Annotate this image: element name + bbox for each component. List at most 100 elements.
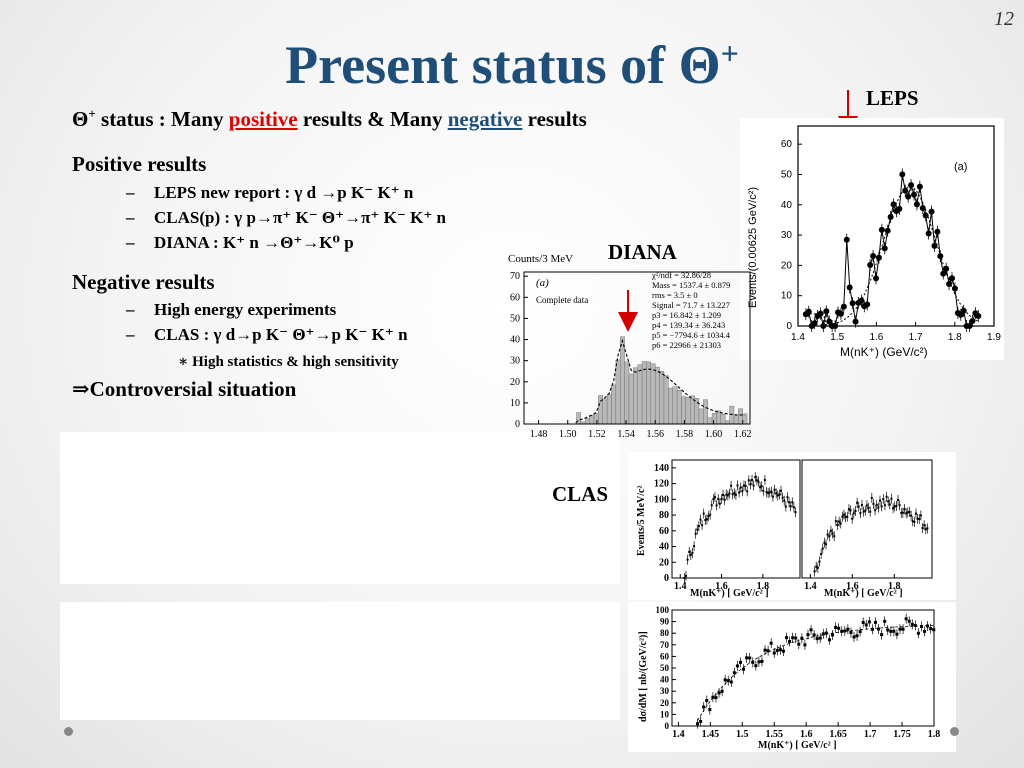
clas-top-point	[911, 520, 914, 523]
blank-box-bottom	[60, 602, 620, 720]
clas-bottom-panel: 1.4 1.45 1.5 1.55 1.6 1.65 1.7 1.75 1.8 0 10 20 30 40…	[628, 602, 956, 752]
clas-bottom-point	[929, 627, 933, 631]
clas-bottom-point	[705, 699, 709, 703]
diana-bar	[611, 384, 617, 425]
clas-top-point	[825, 543, 828, 546]
diana-frame	[523, 271, 751, 425]
clas-top-point	[705, 518, 708, 521]
leps-point	[832, 323, 839, 329]
clas-top-point	[691, 551, 694, 554]
leps-point	[887, 214, 894, 221]
conclusion: ⇒Controversial situation	[72, 377, 297, 401]
clas-bottom-point	[846, 627, 850, 631]
clas-top-panel: 1.4 1.6 1.8 0 20 40 60 80 100 120 140 1.4 1.6 1.8 M(n…	[628, 452, 956, 600]
clas-top-point	[867, 506, 870, 509]
leps-xtick-label: 1.5	[830, 332, 844, 343]
clas-top-point	[815, 565, 818, 568]
diana-plot: Counts/3 MeV 1.48 1.50 1.52 1.54 1.56 1.58 1.6…	[508, 253, 752, 440]
diana-xtick-label: 1.62	[734, 429, 752, 440]
clas-bottom-point	[919, 624, 923, 628]
clas-bottom-point	[910, 622, 914, 626]
leps-point	[922, 212, 929, 219]
leps-ytick-label: 50	[781, 169, 793, 180]
clas-bottom-point	[932, 628, 936, 632]
negative-item-high-energy: – High energy experiments	[126, 300, 337, 319]
leps-point	[873, 275, 880, 282]
clas-top-point	[791, 501, 794, 504]
clas-top-point	[849, 509, 852, 512]
clas-top-point	[771, 495, 774, 498]
clas-top-point	[862, 510, 865, 513]
clas-top-point	[914, 512, 917, 515]
leps-point	[928, 208, 935, 215]
leps-fit-line	[805, 186, 979, 326]
clas-top-point	[762, 489, 765, 492]
clas-top-point	[836, 523, 839, 526]
clas-top-point	[744, 484, 747, 487]
leps-plot: 1.4 1.5 1.6 1.7 1.8 1.9 0 10 20 30 40 50 60 (a) M(nK…	[747, 125, 1001, 359]
clas-bottom-point	[735, 664, 739, 668]
clas-bottom-point	[827, 638, 831, 642]
clas-bottom-xtick-label: 1.4	[672, 729, 685, 740]
clas-bottom-ylabel: dσ/dM [ nb/(GeV/c²)]	[638, 631, 649, 722]
clas-top-point	[738, 491, 741, 494]
clas-bottom-ytick-label: 50	[660, 663, 670, 673]
clas-top-point	[747, 479, 750, 482]
clas-bottom-point	[754, 664, 758, 668]
clas-top-point	[893, 505, 896, 508]
clas-top-ytick-label: 120	[654, 479, 669, 490]
clas-top-point	[781, 496, 784, 499]
clas-top-point	[926, 527, 929, 530]
clas-top-point	[918, 517, 921, 520]
clas-top-point	[896, 498, 899, 501]
clas-top-point	[869, 510, 872, 513]
diana-bar	[729, 405, 735, 425]
clas-top-ylabel: Events/5 MeV/c²	[636, 486, 647, 556]
clas-bottom-point	[791, 636, 795, 640]
clas-top-point	[741, 490, 744, 493]
negative-subitem: ∗ High statistics & high sensitivity	[178, 354, 399, 370]
clas-bottom-point	[745, 656, 749, 660]
diana-bar	[703, 399, 708, 425]
clas-top-point	[683, 577, 686, 579]
diana-bar	[672, 386, 678, 425]
diana-bar	[720, 413, 726, 425]
slide-title: Present status of Θ+	[285, 35, 739, 95]
leps-point	[960, 307, 967, 314]
clas-top-point	[699, 518, 702, 521]
leps-xtick-label: 1.4	[791, 332, 805, 343]
clas-top-point	[728, 492, 731, 495]
clas-bottom-point	[788, 639, 792, 643]
clas-top-point	[783, 499, 786, 502]
leps-xtick-label: 1.7	[909, 332, 923, 343]
clas-bottom-point	[831, 633, 835, 637]
clas-top-point	[752, 484, 755, 487]
leps-point	[931, 242, 938, 249]
clas-top-xlabel-right: M(nK⁺) [ GeV/c² ]	[824, 588, 903, 599]
clas-top-point	[710, 504, 713, 507]
clas-top-point	[734, 493, 737, 496]
leps-point	[899, 171, 906, 178]
clas-top-point	[892, 507, 895, 510]
diana-bar	[738, 408, 743, 425]
diana-bar	[663, 375, 669, 425]
blank-box-top	[60, 432, 620, 584]
clas-top-point	[742, 484, 745, 487]
leps-point	[875, 254, 882, 261]
clas-top-point	[773, 488, 776, 491]
diana-bar	[628, 373, 634, 425]
diana-fit-param: Mass = 1537.4 ± 0.879	[652, 280, 730, 290]
diana-bar	[655, 366, 660, 425]
clas-top-xtick-label: 1.6	[715, 581, 728, 592]
leps-point	[820, 323, 827, 329]
clas-bottom-point	[729, 680, 733, 684]
clas-top-point	[857, 505, 860, 508]
clas-bottom-point	[803, 643, 807, 647]
clas-top-point	[768, 491, 771, 494]
clas-bottom-point	[757, 660, 761, 664]
clas-bottom-point	[696, 722, 700, 726]
clas-bottom-point	[766, 649, 770, 653]
clas-bottom-point	[708, 708, 712, 712]
clas-top-ytick-label: 60	[659, 526, 669, 537]
